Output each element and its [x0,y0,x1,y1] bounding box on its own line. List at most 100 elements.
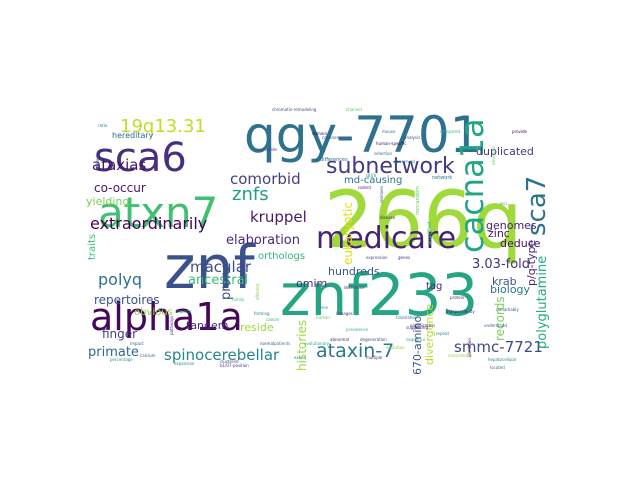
word-ataxias: ataxias [92,156,147,174]
word-remarkably: remarkably [496,307,519,312]
word-tag: tag [426,281,443,292]
word-prevalence: prevalence [346,327,369,332]
word-percentage: percentage [110,357,133,362]
word-gene: gene [318,305,328,310]
word-reside: reside [240,321,274,334]
word-translation: translation [396,315,418,320]
word-macular: macular [190,258,252,276]
word-independently: independently [446,309,475,314]
word-organization: organization [410,323,435,328]
word-domain: domain [312,131,327,136]
word-extraordinarily: extraordinarily [90,214,208,233]
word-obvious: obvious [134,307,173,318]
word-forming: forming [254,311,270,316]
word-network: network [432,175,453,181]
word-ancestral: ancestral [188,273,249,288]
word-suggesting: suggesting [406,325,428,330]
word-alpha1a: alpha1a [90,295,243,339]
word-rodent: rodent [358,185,372,190]
word-sequence: sequence [406,337,426,342]
word-determine: determine [344,285,365,290]
word-exons: exons [294,355,306,360]
word-comorbid: comorbid [230,170,301,188]
word-polyq: polyq [98,270,143,289]
word-b1-07-position: b1/07-position [220,363,249,368]
word-aspects: aspects [176,309,192,314]
word-cloud: 266q znf znf233 qgy-7701 atxn7 alpha1a sca6 med… [80,106,560,374]
word-prone: prone [219,262,234,300]
word-analysis: analysis [404,135,421,140]
word-md-causing: md-causing [344,175,403,186]
word-channel: channel [346,107,362,112]
word-loci: loci [500,201,507,206]
word-p-q-type: p/q-type [525,239,538,286]
word-ataxin-7: ataxin-7 [316,340,395,362]
word-266q: 266q [324,176,523,266]
word-conserved: conserved [394,159,415,164]
word-genes: genes [398,255,411,260]
word-family: family [232,297,245,302]
word-krab: krab [492,275,517,288]
word-orthologs: orthologs [258,251,306,262]
word-degeneration: degeneration [360,337,387,342]
word-repeat: repeat [436,331,450,336]
word-co-occur: co-occur [94,181,146,195]
word-omim: omim [296,277,328,290]
word-kruppel: kruppel [250,208,307,226]
word-selection: selection [374,151,392,156]
word-spinocerebellar: spinocerebellar [164,346,280,364]
word-tandem: tandem [186,319,229,332]
word-consistently: consistently [448,353,473,358]
word-differences: differences [320,157,348,163]
word-calcium: calcium [140,353,156,358]
word-amplified: amplified [427,221,433,245]
word-qgy-7701: qgy-7701 [244,106,482,164]
word-eukaryotic: eukaryotic [341,201,355,265]
word-patients: patients [274,341,291,346]
word-pathways: pathways [169,315,174,335]
word-abnormal: abnormal [330,337,350,342]
word-repertoires: repertoires [94,293,160,307]
word-zinc: zinc [488,227,510,240]
word-observed: observed [491,146,496,165]
word-residues: residues [379,186,384,203]
word-duplicated: duplicated [476,145,534,158]
word-evolution: evolution [386,345,405,350]
word-understand: understand [484,323,507,328]
word-smmc-7721: smmc-7721 [454,338,543,356]
word-genomes: genomes [486,219,537,232]
word-elaboration: elaboration [226,233,300,248]
word-divergence: divergence [423,303,436,365]
word-compared: compared [440,129,461,134]
word-located: located [490,365,505,370]
word-human: human [316,315,330,320]
word-deduce: deduce [500,237,541,250]
word-traits: traits [87,233,98,260]
word-hereditary: hereditary [112,131,154,140]
word-sca6: sca6 [94,135,187,181]
word-disease: disease [380,215,396,220]
word-19q13-31: 19q13.31 [120,116,206,137]
word-znf: znf [164,233,255,303]
word-yielding: yielding [86,195,130,208]
word-identified: identified [467,338,472,357]
word-mouse: mouse [382,129,396,134]
word-atxn7: atxn7 [98,188,219,237]
word-carcinoma: carcinoma [322,135,343,140]
word-lineages: lineages [336,311,353,316]
word-primate: primate [88,345,139,360]
word-znfs: znfs [232,184,269,205]
word-clustered: clustered [220,359,239,364]
word-hundreds: hundreds [328,265,380,278]
word-ratio: ratio [98,123,108,128]
word-affected: affected [255,283,260,300]
word-impact: impact [130,341,144,346]
word-records: records [493,296,507,341]
word-normal: normal [260,341,275,346]
word-multiple: multiple [366,355,383,360]
word-medicare: medicare [316,221,457,256]
word-human-specific: human-specific [376,141,407,146]
word-nucleotide: nucleotide [256,147,277,152]
word-expansion: expansion [174,361,195,366]
